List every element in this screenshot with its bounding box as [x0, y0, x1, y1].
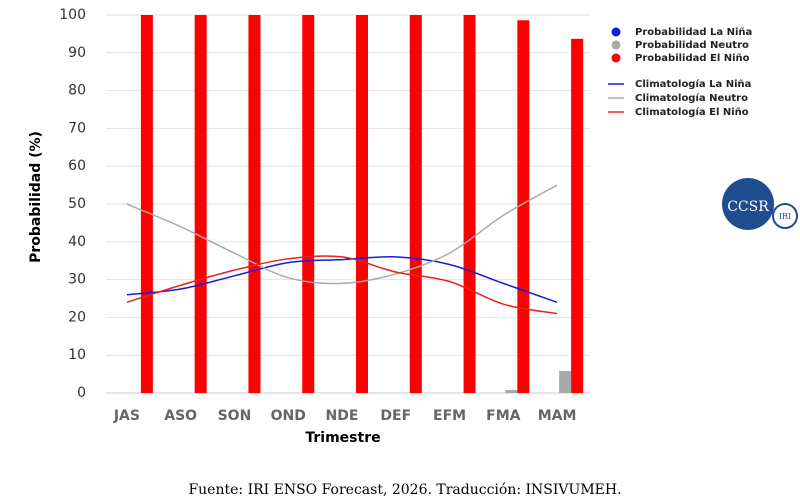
legend-marker [611, 40, 621, 50]
legend-label: Climatología El Niño [635, 106, 749, 118]
y-axis-title: Probabilidad (%) [28, 131, 44, 263]
y-tick-label: 100 [59, 7, 86, 23]
source: Fuente: IRI ENSO Forecast, 2026. Traducc… [188, 482, 621, 498]
y-tick-label: 0 [77, 385, 86, 401]
x-tick-label: EFM [433, 408, 466, 424]
legend-label: Probabilidad El Niño [635, 53, 750, 64]
x-tick-label: MAM [538, 408, 577, 424]
bar [571, 38, 584, 394]
y-tick-label: 50 [68, 196, 86, 212]
bar [463, 15, 476, 393]
x-axis-title: Trimestre [305, 430, 380, 446]
x-tick-label: FMA [486, 408, 520, 424]
climatology-line [126, 184, 558, 285]
x-tick-label: DEF [380, 408, 411, 424]
x-tick-label: NDE [326, 408, 359, 424]
y-tick-label: 10 [68, 347, 86, 363]
x-tick-label: OND [271, 408, 306, 424]
bar [517, 20, 530, 394]
bar [505, 389, 518, 393]
logo-text: CCSR [727, 199, 769, 215]
bar [302, 15, 315, 393]
x-tick-label: ASO [164, 408, 197, 424]
climatology-line [126, 255, 558, 315]
x-tick-label: SON [218, 408, 252, 424]
bar [409, 15, 422, 393]
legend-marker [611, 27, 621, 37]
y-tick-label: 80 [68, 83, 86, 99]
y-tick-label: 40 [68, 234, 86, 250]
y-tick-label: 70 [68, 120, 86, 136]
legend-label: Probabilidad La Niña [635, 27, 752, 38]
bar [356, 15, 368, 393]
bar [559, 371, 572, 393]
bar [140, 15, 153, 393]
logo-small-circle [772, 203, 798, 229]
y-tick-label: 60 [68, 158, 86, 174]
bar [248, 15, 261, 393]
y-tick-label: 20 [68, 309, 86, 325]
y-tick-label: 30 [68, 272, 86, 288]
bar [194, 15, 207, 393]
logo-small-text: IRI [779, 212, 791, 221]
x-tick-label: JAS [113, 408, 140, 424]
logo-circle [722, 178, 774, 230]
climatology-line [126, 256, 558, 303]
legend-label: Probabilidad Neutro [635, 40, 749, 51]
logo: CCSR IRI [722, 178, 798, 230]
legend-label: Climatología La Niña [635, 78, 751, 90]
legend-marker [611, 53, 621, 63]
legend-label: Climatología Neutro [635, 92, 748, 104]
y-tick-label: 90 [68, 45, 86, 61]
